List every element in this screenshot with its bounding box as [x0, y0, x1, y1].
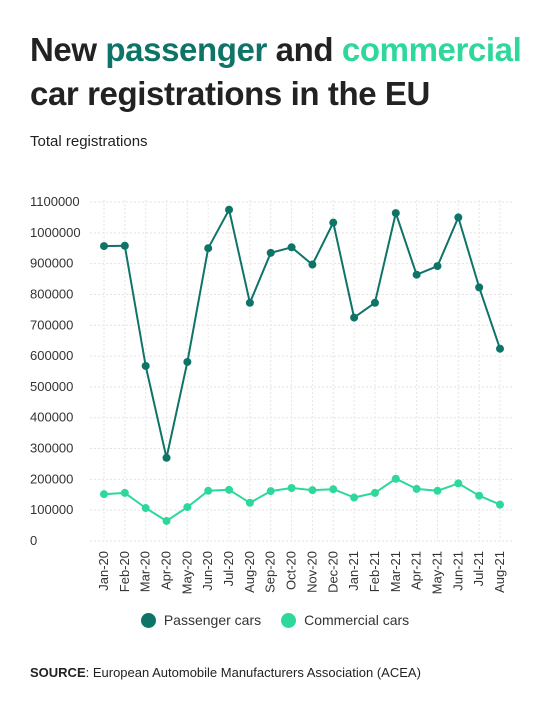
line-chart: 0 100000 200000 300000 400000 500000 600000 700… — [30, 194, 512, 594]
title-part3: car registrations in the EU — [30, 75, 430, 112]
y-tick-label: 100000 — [30, 502, 73, 517]
x-tick-label: Mar-20 — [138, 551, 153, 592]
x-tick-label: Jun-20 — [200, 551, 215, 591]
y-tick-label: 300000 — [30, 441, 73, 456]
series-line-passenger — [103, 208, 501, 459]
data-point-commercial — [370, 488, 379, 497]
data-point-commercial — [162, 516, 171, 525]
data-point-passenger — [204, 244, 213, 253]
y-tick-label: 200000 — [30, 471, 73, 486]
x-tick-label: Aug-20 — [242, 551, 257, 593]
data-point-commercial — [183, 503, 192, 512]
x-tick-label: Mar-21 — [388, 551, 403, 592]
data-point-commercial — [266, 487, 275, 496]
data-point-commercial — [412, 484, 421, 493]
legend-item-passenger[interactable]: Passenger cars — [140, 612, 262, 628]
x-tick-label: Dec-20 — [325, 551, 340, 593]
data-point-commercial — [287, 483, 296, 492]
data-point-commercial — [433, 486, 442, 495]
x-tick-label: Sep-20 — [263, 551, 278, 593]
x-tick-label: Jul-20 — [221, 551, 236, 586]
legend-label-passenger: Passenger cars — [163, 612, 262, 628]
x-tick-label: Jan-21 — [346, 551, 361, 591]
x-tick-label: Feb-20 — [117, 551, 132, 592]
x-tick-label: Jul-21 — [471, 551, 486, 586]
y-tick-label: 500000 — [30, 379, 73, 394]
data-point-commercial — [204, 486, 213, 495]
data-point-passenger — [412, 270, 421, 279]
chart-subtitle: Total registrations — [30, 133, 148, 150]
x-tick-label: Apr-20 — [159, 551, 174, 590]
data-point-commercial — [350, 493, 359, 502]
y-tick-label: 900000 — [30, 256, 73, 271]
source-text: : European Automobile Manufacturers Asso… — [85, 665, 421, 680]
title-part1: New — [30, 31, 106, 68]
data-point-passenger — [266, 248, 275, 257]
data-point-commercial — [308, 486, 317, 495]
legend-item-commercial[interactable]: Commercial cars — [281, 612, 409, 628]
y-tick-label: 600000 — [30, 348, 73, 363]
data-point-passenger — [120, 241, 129, 250]
data-point-commercial — [120, 488, 129, 497]
data-point-passenger — [350, 313, 359, 322]
data-point-passenger — [162, 453, 171, 462]
legend-marker-passenger — [140, 612, 156, 628]
y-tick-label: 0 — [30, 533, 37, 548]
y-tick-label: 400000 — [30, 410, 73, 425]
data-point-passenger — [370, 298, 379, 307]
data-point-passenger — [496, 344, 504, 353]
data-point-commercial — [141, 504, 150, 513]
y-tick-label: 1100000 — [30, 194, 80, 209]
x-tick-label: Feb-21 — [367, 551, 382, 592]
x-tick-label: Oct-20 — [284, 551, 299, 590]
data-point-commercial — [391, 474, 400, 483]
x-tick-label: Jun-21 — [450, 551, 465, 591]
chart-title: New passenger and commercial car registra… — [30, 28, 530, 116]
title-highlight-commercial: commercial — [341, 31, 522, 68]
data-point-commercial — [475, 491, 484, 500]
data-point-passenger — [183, 357, 192, 366]
series-line-commercial — [103, 477, 501, 522]
chart-legend: Passenger cars Commercial cars — [0, 612, 550, 628]
data-point-passenger — [433, 262, 442, 271]
data-point-commercial — [245, 498, 254, 507]
data-point-commercial — [100, 490, 108, 499]
x-tick-label: May-20 — [179, 551, 194, 594]
data-point-commercial — [496, 500, 504, 509]
x-tick-label: Apr-21 — [409, 551, 424, 590]
source-label: SOURCE — [30, 665, 86, 680]
y-tick-label: 700000 — [30, 317, 73, 332]
data-point-passenger — [141, 361, 150, 370]
data-point-commercial — [225, 485, 234, 494]
data-point-passenger — [245, 298, 254, 307]
y-tick-label: 1000000 — [30, 225, 81, 240]
data-point-passenger — [100, 242, 108, 251]
data-point-passenger — [475, 283, 484, 292]
data-point-passenger — [391, 209, 400, 218]
title-part2: and — [266, 31, 342, 68]
data-point-passenger — [287, 243, 296, 252]
legend-label-commercial: Commercial cars — [304, 612, 410, 628]
data-point-commercial — [329, 485, 338, 494]
data-point-commercial — [454, 479, 463, 488]
x-tick-label: May-21 — [429, 551, 444, 594]
x-tick-label: Aug-21 — [492, 551, 507, 593]
legend-marker-commercial — [281, 612, 297, 628]
source-note: SOURCE: European Automobile Manufacturer… — [30, 665, 421, 680]
x-tick-label: Nov-20 — [304, 551, 319, 593]
y-tick-label: 800000 — [30, 286, 73, 301]
data-point-passenger — [308, 260, 317, 269]
x-tick-label: Jan-20 — [96, 551, 111, 591]
data-point-passenger — [454, 213, 463, 222]
data-point-passenger — [329, 218, 338, 227]
title-highlight-passenger: passenger — [105, 31, 267, 68]
data-point-passenger — [225, 205, 234, 214]
